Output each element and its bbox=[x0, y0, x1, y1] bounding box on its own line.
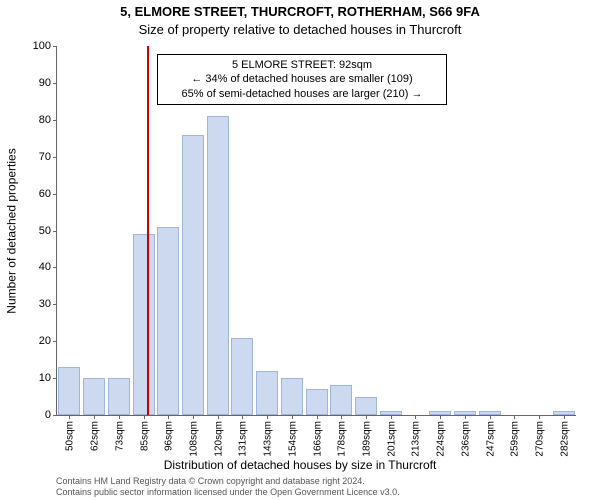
x-tick-label: 282sqm bbox=[557, 421, 570, 457]
x-axis-label: Distribution of detached houses by size … bbox=[0, 458, 600, 472]
y-tick-label: 90 bbox=[21, 77, 57, 89]
x-tick-mark bbox=[391, 415, 392, 419]
y-tick-mark bbox=[53, 120, 57, 121]
histogram-plot: 5 ELMORE STREET: 92sqm ← 34% of detached… bbox=[56, 46, 576, 416]
x-tick-label: 247sqm bbox=[483, 421, 496, 457]
annotation-line1: 5 ELMORE STREET: 92sqm bbox=[164, 58, 440, 72]
y-tick-label: 50 bbox=[21, 225, 57, 237]
x-tick-label: 201sqm bbox=[384, 421, 397, 457]
y-tick-mark bbox=[53, 194, 57, 195]
histogram-bar bbox=[58, 367, 80, 415]
x-tick-mark bbox=[366, 415, 367, 419]
x-tick-mark bbox=[242, 415, 243, 419]
x-tick-label: 62sqm bbox=[88, 421, 101, 451]
x-tick-label: 224sqm bbox=[434, 421, 447, 457]
x-tick-label: 154sqm bbox=[285, 421, 298, 457]
y-axis-label: Number of detached properties bbox=[4, 46, 20, 416]
y-tick-mark bbox=[53, 341, 57, 342]
y-tick-label: 60 bbox=[21, 188, 57, 200]
chart-title-description: Size of property relative to detached ho… bbox=[0, 22, 600, 37]
y-tick-mark bbox=[53, 157, 57, 158]
x-tick-mark bbox=[69, 415, 70, 419]
y-tick-mark bbox=[53, 378, 57, 379]
x-tick-label: 189sqm bbox=[359, 421, 372, 457]
x-tick-mark bbox=[514, 415, 515, 419]
y-tick-label: 40 bbox=[21, 261, 57, 273]
x-tick-label: 213sqm bbox=[409, 421, 422, 457]
y-tick-label: 0 bbox=[21, 409, 57, 421]
y-tick-mark bbox=[53, 46, 57, 47]
property-marker-line bbox=[147, 46, 149, 415]
x-tick-mark bbox=[465, 415, 466, 419]
histogram-bar bbox=[231, 338, 253, 415]
histogram-bar bbox=[355, 397, 377, 415]
x-tick-label: 108sqm bbox=[186, 421, 199, 457]
y-tick-mark bbox=[53, 231, 57, 232]
x-tick-label: 131sqm bbox=[236, 421, 249, 457]
x-tick-label: 50sqm bbox=[63, 421, 76, 451]
histogram-bar bbox=[207, 116, 229, 415]
histogram-bar bbox=[133, 234, 155, 415]
y-tick-label: 10 bbox=[21, 372, 57, 384]
histogram-bar bbox=[306, 389, 328, 415]
x-tick-mark bbox=[94, 415, 95, 419]
x-tick-mark bbox=[415, 415, 416, 419]
annotation-line3: 65% of semi-detached houses are larger (… bbox=[164, 87, 440, 101]
x-tick-label: 270sqm bbox=[532, 421, 545, 457]
histogram-bar bbox=[256, 371, 278, 415]
x-tick-label: 85sqm bbox=[137, 421, 150, 451]
histogram-bar bbox=[182, 135, 204, 415]
x-tick-mark bbox=[267, 415, 268, 419]
x-tick-mark bbox=[564, 415, 565, 419]
y-tick-mark bbox=[53, 83, 57, 84]
x-tick-mark bbox=[144, 415, 145, 419]
y-tick-label: 70 bbox=[21, 151, 57, 163]
x-tick-label: 178sqm bbox=[335, 421, 348, 457]
x-tick-mark bbox=[341, 415, 342, 419]
histogram-bar bbox=[281, 378, 303, 415]
x-tick-label: 166sqm bbox=[310, 421, 323, 457]
annotation-line2: ← 34% of detached houses are smaller (10… bbox=[164, 72, 440, 86]
x-tick-label: 259sqm bbox=[508, 421, 521, 457]
chart-title-address: 5, ELMORE STREET, THURCROFT, ROTHERHAM, … bbox=[0, 4, 600, 19]
x-tick-mark bbox=[440, 415, 441, 419]
y-tick-mark bbox=[53, 267, 57, 268]
x-tick-label: 120sqm bbox=[211, 421, 224, 457]
x-tick-label: 143sqm bbox=[261, 421, 274, 457]
x-tick-mark bbox=[193, 415, 194, 419]
y-tick-label: 100 bbox=[21, 40, 57, 52]
histogram-bar bbox=[108, 378, 130, 415]
footer-attribution: Contains HM Land Registry data © Crown c… bbox=[56, 476, 400, 498]
x-tick-mark bbox=[539, 415, 540, 419]
x-tick-label: 73sqm bbox=[112, 421, 125, 451]
x-tick-mark bbox=[490, 415, 491, 419]
x-tick-mark bbox=[168, 415, 169, 419]
y-tick-label: 80 bbox=[21, 114, 57, 126]
y-tick-mark bbox=[53, 304, 57, 305]
x-tick-mark bbox=[317, 415, 318, 419]
x-tick-mark bbox=[292, 415, 293, 419]
histogram-bar bbox=[157, 227, 179, 415]
histogram-bar bbox=[83, 378, 105, 415]
annotation-box: 5 ELMORE STREET: 92sqm ← 34% of detached… bbox=[157, 54, 447, 105]
x-tick-mark bbox=[218, 415, 219, 419]
y-tick-label: 20 bbox=[21, 335, 57, 347]
x-tick-label: 96sqm bbox=[162, 421, 175, 451]
x-tick-label: 236sqm bbox=[458, 421, 471, 457]
y-tick-label: 30 bbox=[21, 298, 57, 310]
histogram-bar bbox=[330, 385, 352, 415]
y-tick-mark bbox=[53, 415, 57, 416]
x-tick-mark bbox=[119, 415, 120, 419]
